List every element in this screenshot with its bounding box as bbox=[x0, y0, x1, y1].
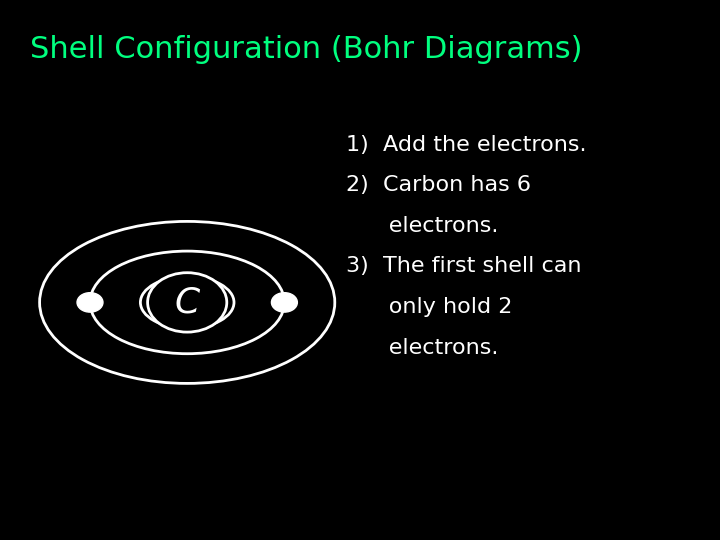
Text: 1)  Add the electrons.: 1) Add the electrons. bbox=[346, 135, 586, 155]
Text: only hold 2: only hold 2 bbox=[346, 297, 512, 317]
Text: C: C bbox=[174, 286, 200, 319]
Text: Shell Configuration (Bohr Diagrams): Shell Configuration (Bohr Diagrams) bbox=[30, 35, 582, 64]
Ellipse shape bbox=[77, 293, 103, 312]
Ellipse shape bbox=[148, 273, 227, 332]
Text: electrons.: electrons. bbox=[346, 338, 498, 357]
Text: 3)  The first shell can: 3) The first shell can bbox=[346, 256, 581, 276]
Ellipse shape bbox=[271, 293, 297, 312]
Text: 2)  Carbon has 6: 2) Carbon has 6 bbox=[346, 176, 531, 195]
Text: electrons.: electrons. bbox=[346, 216, 498, 236]
